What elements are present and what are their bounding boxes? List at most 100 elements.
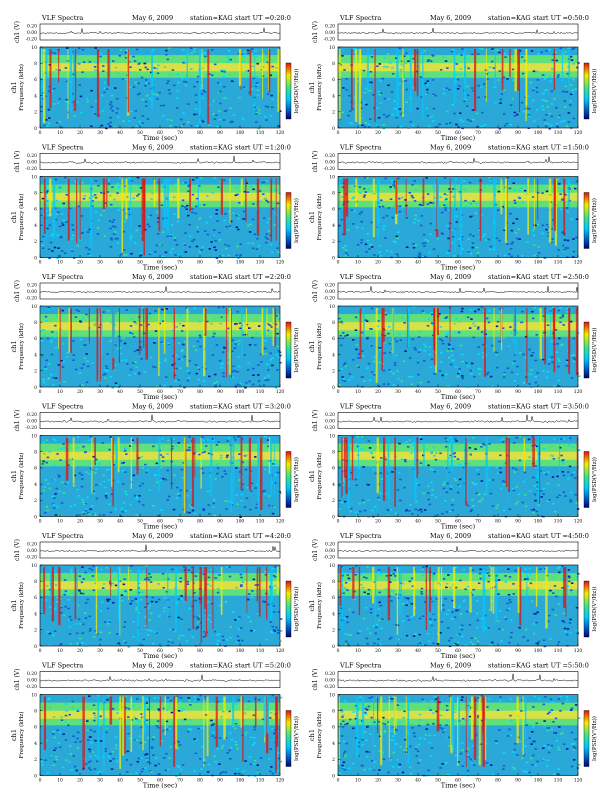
spectrogram-cell [544,122,547,125]
spectrogram-cell [521,501,524,504]
spectrogram-cell [167,342,170,345]
spectrogram-cell [166,453,169,455]
spectrogram-cell [548,614,551,617]
spectrogram-cell [98,450,101,452]
spectrogram-cell [502,76,506,79]
spectrogram-cell [81,384,84,387]
spectrogram-cell [137,570,141,572]
spectrogram-cell [111,708,115,710]
spectrogram-cell [445,440,449,443]
spectrogram-cell [84,508,88,511]
spectrogram-cell [408,357,412,359]
spectrogram-cell [406,748,409,750]
spectrogram-cell [256,84,259,86]
spectrogram-cell [152,93,155,95]
spectrogram-cell [509,212,512,215]
spectrogram-cell [161,308,164,311]
spectrogram-cell [61,309,64,312]
spectrogram-cell [65,759,68,761]
spectrogram-streak [127,49,130,113]
spectrogram-cell [238,471,242,473]
spectrogram-cell [574,187,577,190]
y-tick-label: 8 [332,579,335,585]
spectrogram-cell [411,577,414,580]
spectrogram-cell [527,115,531,117]
spectrogram-streak [414,49,417,91]
spectrogram-streak [191,437,194,507]
spectrogram-cell [364,730,367,733]
spectrogram-cell [188,699,191,702]
spectrogram-cell [224,500,227,502]
spectrogram-cell [535,621,538,624]
spectrogram-cell [122,120,125,123]
spectrogram-streak [164,696,166,736]
spectrogram-cell [513,380,516,382]
spectrogram-cell [58,57,62,60]
spectrogram-cell [229,758,232,760]
spectrogram-cell [339,334,342,337]
spectrogram-cell [270,766,273,768]
spectrogram-streak [206,696,209,757]
spectrogram-streak [143,696,146,735]
spectrogram-cell [186,495,189,497]
spectrogram-cell [409,120,412,123]
spectrogram-cell [103,91,106,94]
spectrogram-cell [371,456,375,459]
spectrogram-cell [60,126,63,129]
spectrogram-cell [104,702,107,704]
spectrogram-cell [563,627,567,630]
spectrogram-cell [144,616,147,618]
spectrogram-cell [378,251,381,253]
spectrogram-cell [147,82,150,85]
spectrogram-cell [219,90,222,93]
spectrogram-streak [537,178,539,221]
spectrogram-cell [89,755,92,758]
spectrogram-cell [472,200,475,202]
x-tick-label: 50 [435,648,441,654]
spectrogram-cell [161,231,165,233]
spectrogram-cell [420,204,424,207]
spectrogram-cell [58,490,62,493]
spectrogram-band [338,451,578,460]
spectrogram-cell [56,211,60,214]
spectrogram-cell [155,462,158,465]
spectrogram-cell [413,200,417,202]
spectrogram-streak [117,437,120,473]
x-axis-label: Time (sec) [143,264,178,272]
panel-start-time: start UT =4:50:0 [533,532,589,540]
spectrogram-cell [176,107,179,109]
spectrogram-cell [127,208,130,210]
spectrogram-streak [343,178,346,236]
spectrogram-cell [445,586,448,589]
spectrogram-cell [360,376,364,378]
spectrogram-cell [60,250,64,252]
spectrogram-streak [273,437,275,501]
spectrogram-cell [90,89,93,92]
spectrogram-cell [138,495,141,497]
spectrogram-cell [68,761,71,763]
spectrogram-streak [506,178,508,241]
spectrogram-streak [99,308,101,382]
spectrogram-cell [574,88,577,90]
spectrogram-cell [270,94,273,97]
spectrogram-cell [217,186,220,188]
spectrogram-cell [134,242,137,244]
spectrogram-cell [136,719,139,721]
spectrogram-cell [148,253,152,255]
spectrogram-cell [93,714,97,717]
spectrogram-cell [393,100,396,102]
spectrogram-cell [522,754,525,757]
panel-date: May 6, 2009 [132,662,173,670]
spectrogram-cell [162,320,165,322]
spectrogram-cell [373,642,376,645]
spectrogram-cell [162,217,165,220]
spectrogram-cell [379,255,382,257]
spectrogram-cell [164,478,168,481]
y-tick-label: 6 [34,595,37,601]
x-axis-label: Time (sec) [143,652,178,660]
spectrogram-cell [566,311,569,313]
spectrogram-cell [496,504,499,507]
spectrogram-cell [445,87,448,89]
spectrogram-cell [357,353,361,355]
spectrogram-cell [405,604,408,606]
